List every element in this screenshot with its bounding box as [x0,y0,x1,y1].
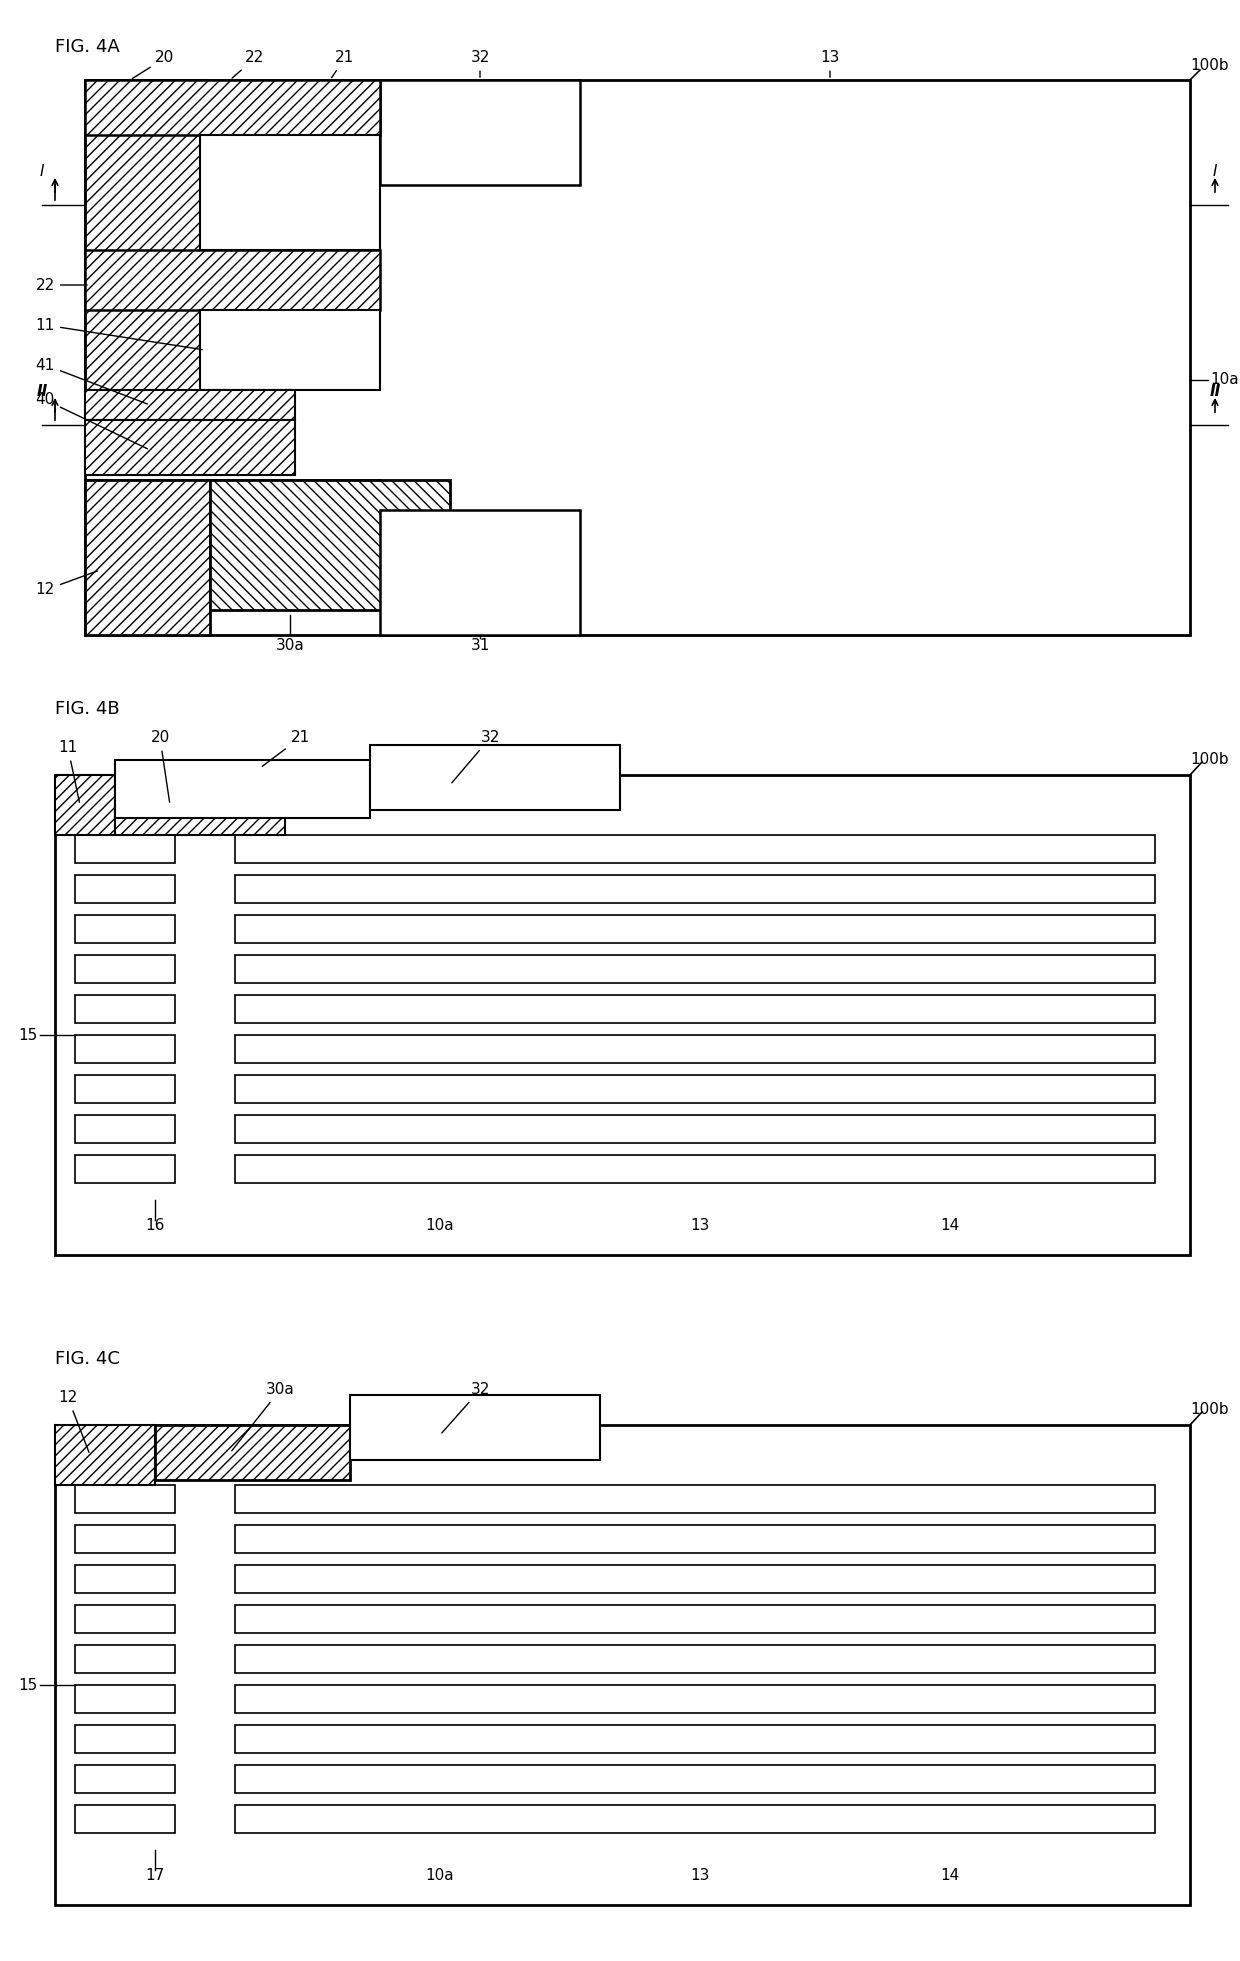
Bar [236,955,1154,982]
Text: 11: 11 [36,318,202,349]
Bar [55,775,1190,1255]
Text: 10a: 10a [425,1218,454,1233]
Bar [379,80,580,184]
Text: 100b: 100b [1190,753,1229,767]
Text: II: II [1209,384,1220,400]
Bar [74,1155,175,1182]
Bar [55,1426,155,1484]
Text: 10a: 10a [1210,373,1239,388]
Bar [86,80,379,135]
Bar [236,1075,1154,1102]
Bar [74,875,175,902]
Bar [74,1726,175,1753]
Bar [86,420,295,475]
Bar [74,835,175,863]
Text: 41: 41 [36,357,148,404]
Bar [74,1765,175,1792]
Text: II: II [36,384,47,400]
Text: I: I [1213,165,1218,180]
Bar [236,1526,1154,1553]
Bar [74,1526,175,1553]
Bar [86,249,379,310]
Text: 13: 13 [821,51,839,76]
Bar [236,1726,1154,1753]
Bar [74,1804,175,1834]
Bar [236,1035,1154,1063]
Bar [210,480,450,610]
Text: FIG. 4C: FIG. 4C [55,1349,120,1369]
Bar [86,480,379,535]
Bar [236,1116,1154,1143]
Bar [236,1565,1154,1592]
Bar [379,510,580,635]
Text: 32: 32 [470,51,490,76]
Text: 15: 15 [19,1677,38,1692]
Text: 13: 13 [691,1867,709,1883]
Text: 22: 22 [232,51,264,78]
Bar [86,80,200,394]
Bar [236,1765,1154,1792]
Bar [236,1155,1154,1182]
Text: 16: 16 [145,1218,165,1233]
Bar [74,955,175,982]
Bar [74,1116,175,1143]
Bar [370,745,620,810]
Text: 14: 14 [940,1218,960,1233]
Text: 30a: 30a [275,637,304,653]
Bar [55,1426,1190,1904]
Text: 31: 31 [470,637,490,653]
Bar [74,1684,175,1714]
Text: 100b: 100b [1190,1402,1229,1418]
Bar [236,1684,1154,1714]
Text: 22: 22 [36,278,87,292]
Bar [236,875,1154,902]
Bar [74,916,175,943]
Text: 14: 14 [940,1867,960,1883]
Bar [115,775,285,835]
Text: 21: 21 [262,731,310,767]
Text: 10a: 10a [425,1867,454,1883]
Bar [236,1804,1154,1834]
Text: 20: 20 [150,731,170,802]
Text: 11: 11 [58,741,79,802]
Bar [236,1604,1154,1634]
Bar [86,390,295,420]
Text: 100b: 100b [1190,57,1229,73]
Bar [155,1426,350,1481]
Text: FIG. 4B: FIG. 4B [55,700,119,718]
Text: 17: 17 [145,1867,165,1883]
Bar [74,1484,175,1514]
Bar [350,1394,600,1461]
Text: 32: 32 [441,1383,490,1433]
Bar [200,135,379,249]
Bar [200,310,379,390]
Text: 20: 20 [133,51,175,78]
Bar [115,761,370,818]
Text: 30a: 30a [232,1383,294,1451]
Text: 15: 15 [19,1028,38,1043]
Bar [74,994,175,1024]
Bar [74,1075,175,1102]
Bar [236,994,1154,1024]
Text: 12: 12 [36,571,98,598]
Bar [74,1035,175,1063]
Bar [236,1484,1154,1514]
Text: 40: 40 [36,392,148,449]
Text: I: I [40,165,45,180]
Bar [236,916,1154,943]
Text: 21: 21 [331,51,355,78]
Text: 12: 12 [58,1390,89,1453]
Bar [86,80,1190,635]
Bar [236,835,1154,863]
Text: 13: 13 [691,1218,709,1233]
Bar [74,1645,175,1673]
Bar [86,480,210,635]
Bar [74,1604,175,1634]
Bar [74,1565,175,1592]
Bar [55,775,115,835]
Bar [236,1645,1154,1673]
Text: FIG. 4A: FIG. 4A [55,37,120,57]
Text: 32: 32 [451,731,500,782]
